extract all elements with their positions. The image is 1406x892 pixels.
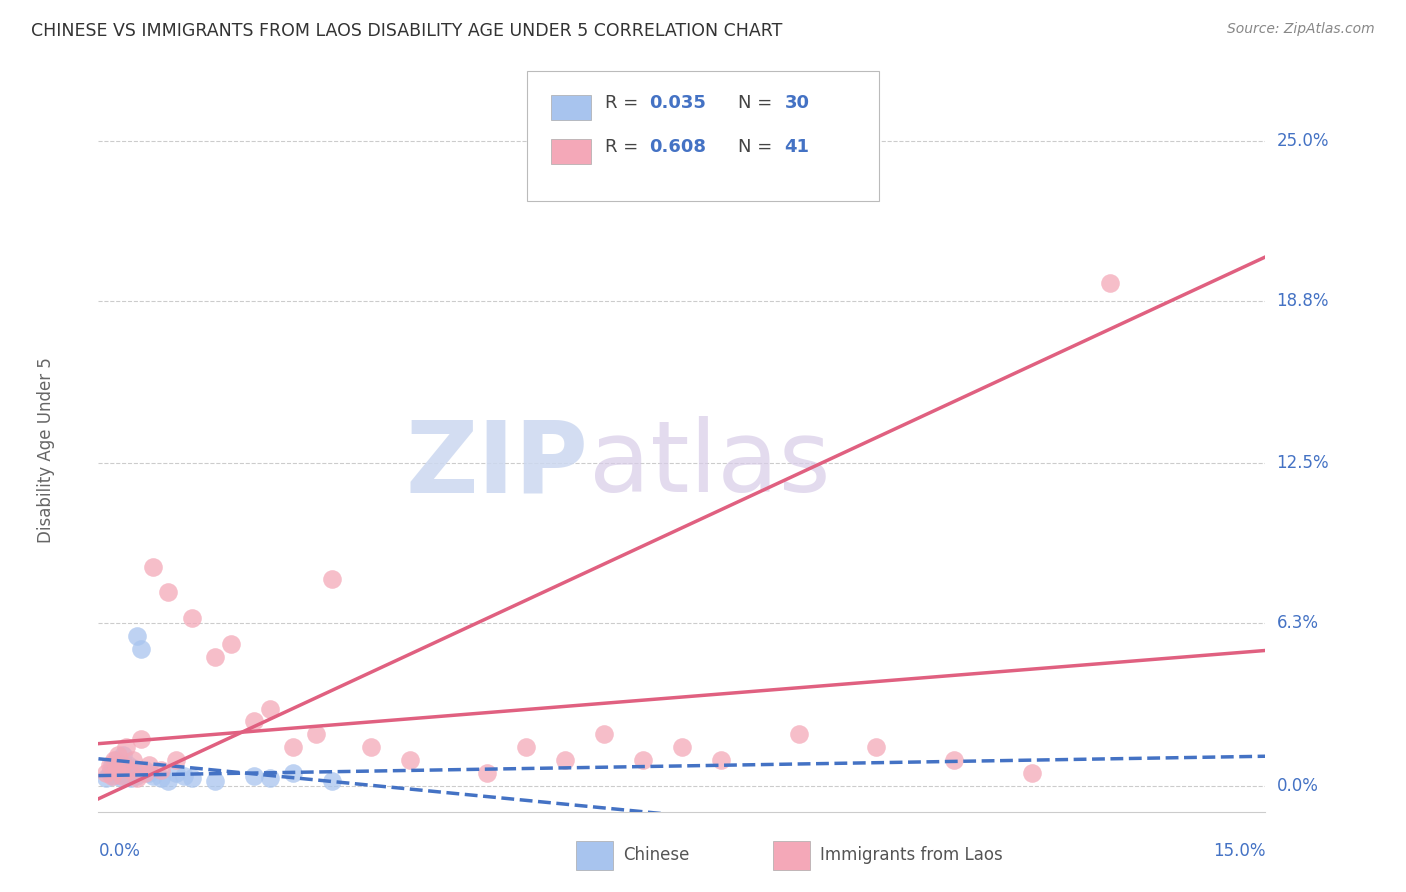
Point bbox=[103, 753, 125, 767]
Point bbox=[134, 764, 156, 778]
Point bbox=[129, 642, 152, 657]
Point bbox=[127, 629, 149, 643]
Point bbox=[180, 771, 202, 785]
Point bbox=[180, 611, 202, 625]
Point bbox=[122, 761, 145, 775]
Point bbox=[243, 769, 266, 783]
Point bbox=[243, 714, 266, 729]
Point bbox=[943, 753, 966, 767]
Point bbox=[111, 769, 134, 783]
Point bbox=[101, 769, 124, 783]
Point bbox=[96, 771, 118, 785]
Point bbox=[142, 559, 165, 574]
Point bbox=[108, 766, 131, 780]
Point bbox=[281, 766, 304, 780]
Point bbox=[112, 758, 135, 772]
Point bbox=[631, 753, 654, 767]
Point bbox=[118, 764, 141, 778]
Text: R =: R = bbox=[605, 94, 644, 112]
Point bbox=[165, 753, 187, 767]
Point bbox=[134, 766, 156, 780]
Point bbox=[787, 727, 810, 741]
Point bbox=[593, 727, 616, 741]
Point bbox=[104, 764, 127, 778]
Point bbox=[515, 740, 537, 755]
Text: ZIP: ZIP bbox=[406, 417, 589, 514]
Text: 25.0%: 25.0% bbox=[1277, 132, 1329, 150]
Point bbox=[1021, 766, 1043, 780]
Text: CHINESE VS IMMIGRANTS FROM LAOS DISABILITY AGE UNDER 5 CORRELATION CHART: CHINESE VS IMMIGRANTS FROM LAOS DISABILI… bbox=[31, 22, 782, 40]
Point bbox=[1098, 276, 1121, 290]
Point bbox=[321, 573, 343, 587]
Point bbox=[114, 740, 136, 755]
Point bbox=[138, 758, 160, 772]
Point bbox=[104, 753, 127, 767]
Point bbox=[149, 764, 172, 778]
Point bbox=[107, 747, 129, 762]
Point bbox=[98, 758, 121, 772]
Point bbox=[114, 769, 136, 783]
Point bbox=[305, 727, 328, 741]
Point bbox=[259, 701, 281, 715]
Text: N =: N = bbox=[738, 138, 778, 156]
Text: R =: R = bbox=[605, 138, 644, 156]
Point bbox=[118, 766, 141, 780]
Text: 12.5%: 12.5% bbox=[1277, 454, 1329, 473]
Point bbox=[554, 753, 576, 767]
Text: 41: 41 bbox=[785, 138, 810, 156]
Text: Immigrants from Laos: Immigrants from Laos bbox=[820, 847, 1002, 864]
Point bbox=[125, 769, 148, 783]
Text: 6.3%: 6.3% bbox=[1277, 615, 1319, 632]
Point bbox=[129, 732, 152, 747]
Text: 18.8%: 18.8% bbox=[1277, 292, 1329, 310]
Point bbox=[259, 771, 281, 785]
Text: Disability Age Under 5: Disability Age Under 5 bbox=[37, 358, 55, 543]
Text: 0.035: 0.035 bbox=[650, 94, 706, 112]
Point bbox=[111, 771, 134, 785]
Point bbox=[710, 753, 733, 767]
Text: 15.0%: 15.0% bbox=[1213, 842, 1265, 860]
Point bbox=[477, 766, 499, 780]
Text: atlas: atlas bbox=[589, 417, 830, 514]
Text: 30: 30 bbox=[785, 94, 810, 112]
Point bbox=[142, 769, 165, 783]
Point bbox=[321, 773, 343, 788]
Text: 0.608: 0.608 bbox=[650, 138, 707, 156]
Point bbox=[165, 766, 187, 780]
Point bbox=[173, 769, 195, 783]
Point bbox=[98, 766, 121, 780]
Point bbox=[120, 771, 142, 785]
Point bbox=[96, 766, 118, 780]
Text: 0.0%: 0.0% bbox=[1277, 777, 1319, 795]
Point bbox=[117, 758, 139, 772]
Point bbox=[157, 585, 180, 599]
Point bbox=[219, 637, 242, 651]
Point bbox=[107, 764, 129, 778]
Point bbox=[103, 769, 125, 783]
Point bbox=[101, 758, 124, 772]
Point bbox=[122, 753, 145, 767]
Point bbox=[157, 773, 180, 788]
Point bbox=[360, 740, 382, 755]
Point bbox=[671, 740, 693, 755]
Point bbox=[138, 766, 160, 780]
Point bbox=[865, 740, 887, 755]
Text: 0.0%: 0.0% bbox=[98, 842, 141, 860]
Point bbox=[398, 753, 420, 767]
Point bbox=[204, 773, 226, 788]
Text: Chinese: Chinese bbox=[623, 847, 689, 864]
Point bbox=[204, 649, 226, 664]
Point bbox=[112, 747, 135, 762]
Point bbox=[281, 740, 304, 755]
Point bbox=[149, 771, 172, 785]
Text: N =: N = bbox=[738, 94, 778, 112]
Point bbox=[127, 771, 149, 785]
Text: Source: ZipAtlas.com: Source: ZipAtlas.com bbox=[1227, 22, 1375, 37]
